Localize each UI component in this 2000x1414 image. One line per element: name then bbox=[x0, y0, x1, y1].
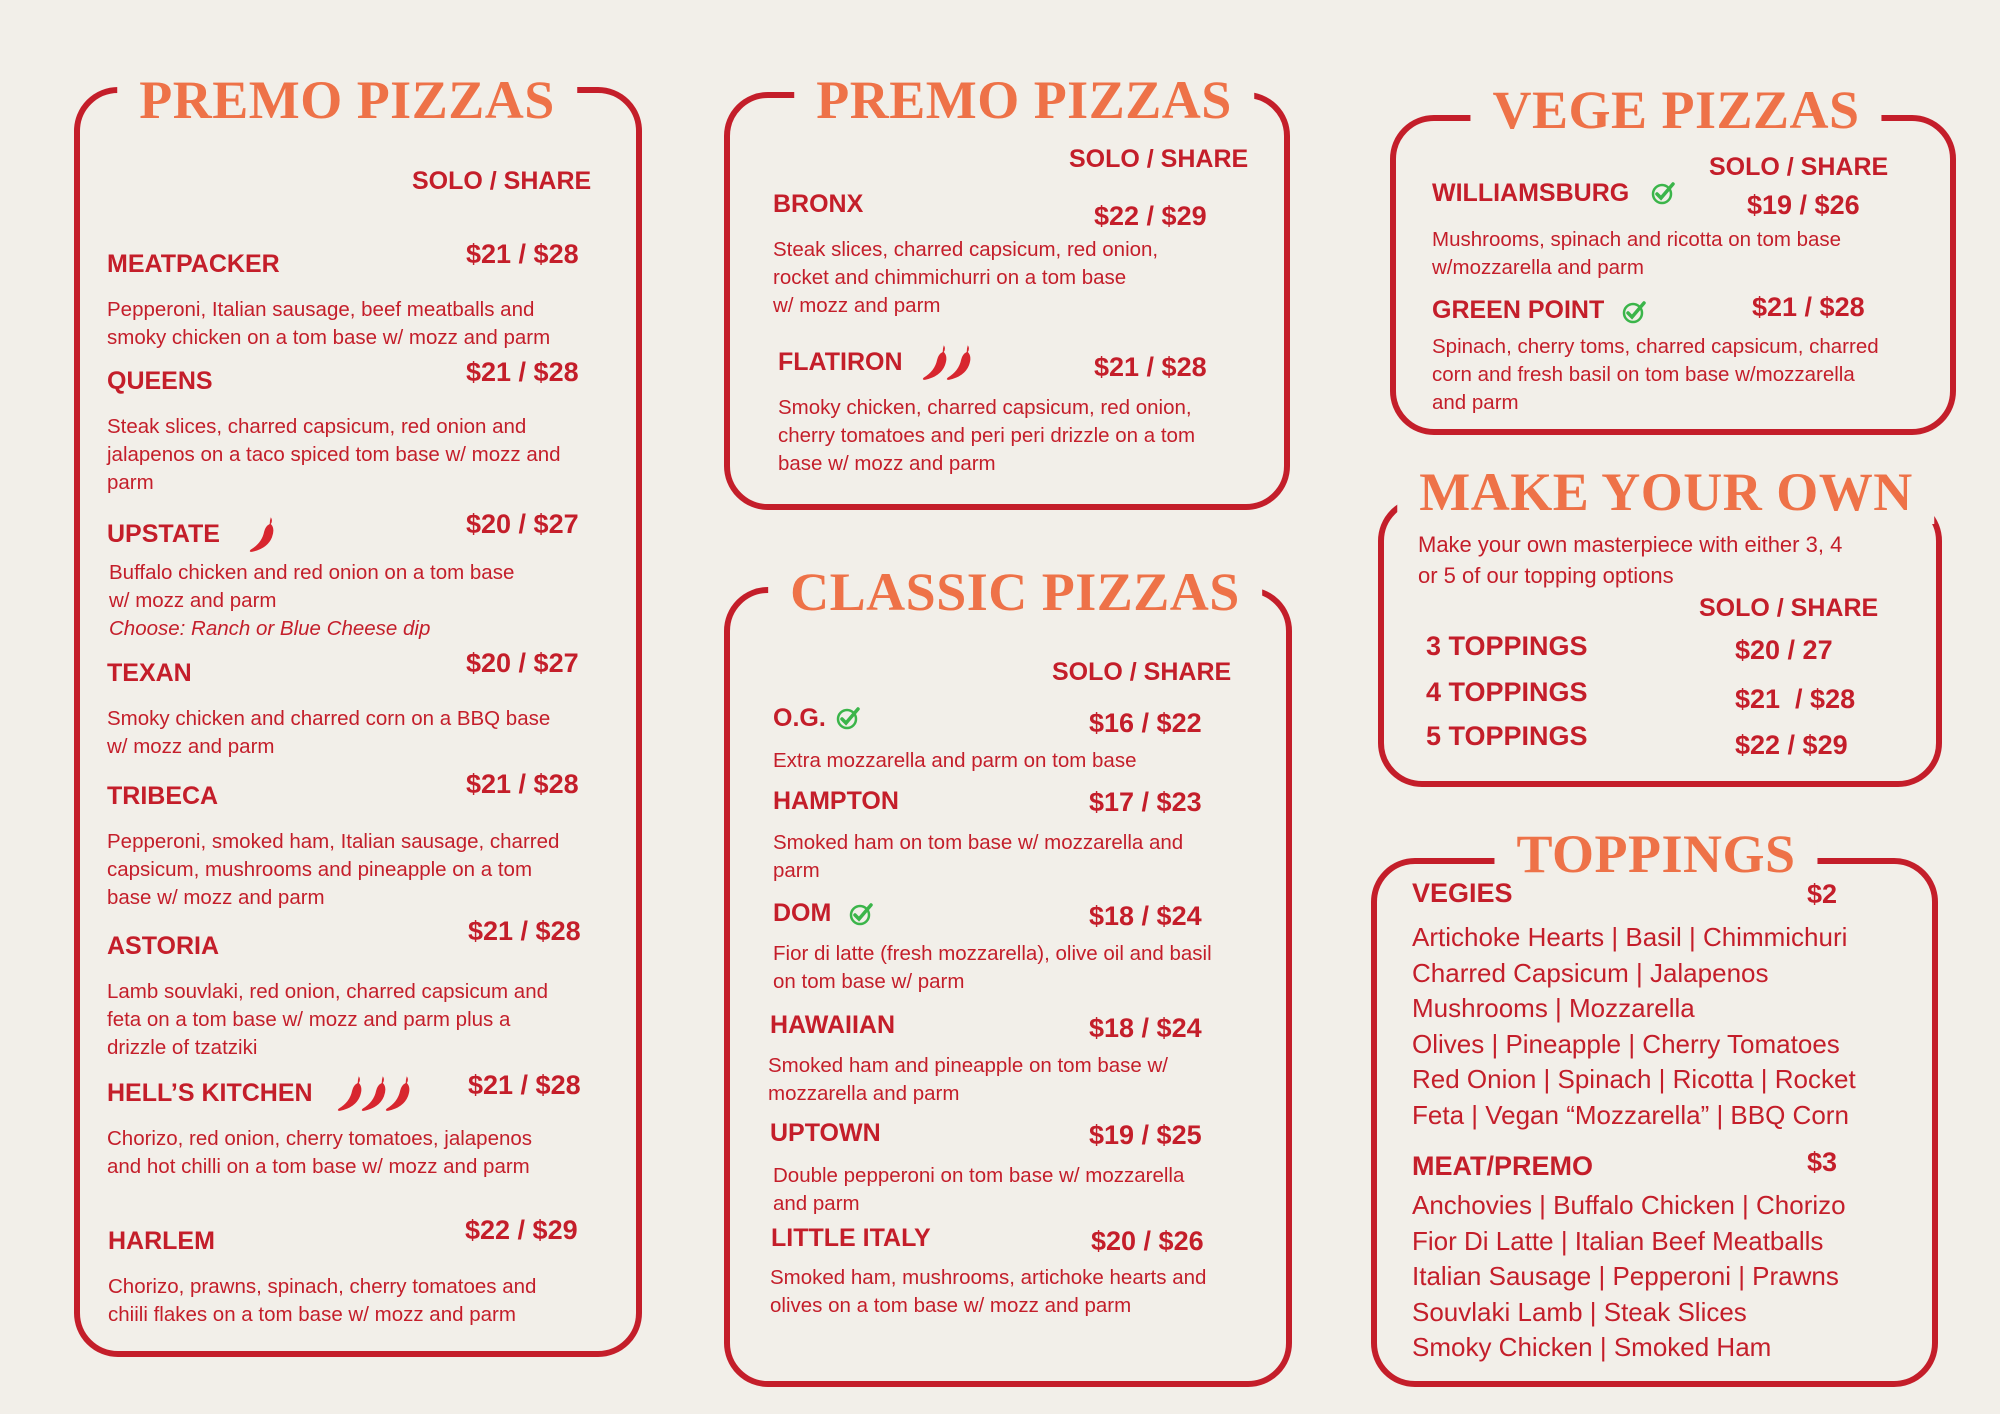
item-name: ASTORIA bbox=[107, 932, 220, 960]
item-description: Pepperoni, smoked ham, Italian sausage, … bbox=[107, 830, 560, 909]
item-name: HAMPTON bbox=[773, 787, 899, 815]
item-description: Double pepperoni on tom base w/ mozzarel… bbox=[773, 1164, 1185, 1215]
option-price: $20 / 27 bbox=[1735, 635, 1833, 665]
section-title: VEGE PIZZAS bbox=[1470, 78, 1882, 142]
item-name: HELL’S KITCHEN bbox=[107, 1079, 313, 1107]
item-name: MEATPACKER bbox=[107, 250, 280, 278]
item-description: Chorizo, prawns, spinach, cherry tomatoe… bbox=[108, 1275, 537, 1326]
item-price: $22 / $29 bbox=[465, 1215, 578, 1245]
item-name: O.G. bbox=[773, 704, 826, 732]
item-name: TRIBECA bbox=[107, 782, 219, 810]
option-price: $21 / $28 bbox=[1735, 684, 1856, 714]
chili-icon bbox=[945, 343, 975, 381]
item-price: $22 / $29 bbox=[1094, 201, 1207, 231]
meat-list: Anchovies | Buffalo Chicken | Chorizo Fi… bbox=[1412, 1190, 1846, 1362]
vegetarian-check-icon bbox=[1621, 299, 1647, 325]
chili-icon bbox=[248, 515, 278, 553]
item-description: Pepperoni, Italian sausage, beef meatbal… bbox=[107, 298, 551, 349]
item-name: GREEN POINT bbox=[1432, 296, 1605, 324]
item-description: Mushrooms, spinach and ricotta on tom ba… bbox=[1432, 228, 1842, 279]
section-title: PREMO PIZZAS bbox=[117, 68, 577, 132]
item-name: LITTLE ITALY bbox=[771, 1224, 931, 1252]
solo-share-header: SOLO / SHARE bbox=[1069, 145, 1249, 173]
item-name: FLATIRON bbox=[778, 348, 903, 376]
section-title: MAKE YOUR OWN bbox=[1397, 460, 1935, 524]
item-price: $19 / $26 bbox=[1747, 190, 1860, 220]
meat-label: MEAT/PREMO bbox=[1412, 1151, 1593, 1181]
vegies-price: $2 bbox=[1807, 879, 1838, 909]
solo-share-header: SOLO / SHARE bbox=[1709, 153, 1889, 181]
item-name: UPSTATE bbox=[107, 520, 220, 548]
item-note: Choose: Ranch or Blue Cheese dip bbox=[109, 617, 431, 640]
item-price: $21 / $28 bbox=[466, 357, 579, 387]
item-description: Buffalo chicken and red onion on a tom b… bbox=[109, 561, 515, 612]
item-description: Chorizo, red onion, cherry tomatoes, jal… bbox=[107, 1127, 533, 1178]
meat-price: $3 bbox=[1807, 1147, 1838, 1177]
solo-share-header: SOLO / SHARE bbox=[1699, 594, 1879, 622]
item-price: $18 / $24 bbox=[1089, 901, 1202, 931]
vegetarian-check-icon bbox=[1650, 180, 1676, 206]
option-name: 5 TOPPINGS bbox=[1426, 721, 1588, 751]
make-own-description: Make your own masterpiece with either 3,… bbox=[1418, 532, 1843, 588]
item-name: QUEENS bbox=[107, 367, 213, 395]
item-description: Smoked ham on tom base w/ mozzarella and… bbox=[773, 831, 1184, 882]
item-description: Smoky chicken and charred corn on a BBQ … bbox=[107, 707, 551, 758]
item-name: HARLEM bbox=[108, 1227, 215, 1255]
item-price: $21 / $28 bbox=[468, 1070, 581, 1100]
item-price: $21 / $28 bbox=[468, 916, 581, 946]
item-description: Steak slices, charred capsicum, red onio… bbox=[773, 238, 1159, 317]
item-name: HAWAIIAN bbox=[770, 1011, 895, 1039]
item-price: $18 / $24 bbox=[1089, 1013, 1202, 1043]
item-price: $20 / $26 bbox=[1091, 1226, 1204, 1256]
item-name: BRONX bbox=[773, 190, 864, 218]
item-description: Smoked ham, mushrooms, artichoke hearts … bbox=[770, 1266, 1207, 1317]
item-price: $20 / $27 bbox=[466, 509, 579, 539]
item-description: Smoky chicken, charred capsicum, red oni… bbox=[778, 396, 1196, 475]
item-description: Smoked ham and pineapple on tom base w/ … bbox=[768, 1054, 1169, 1105]
chili-icon bbox=[384, 1074, 414, 1112]
item-price: $16 / $22 bbox=[1089, 708, 1202, 738]
item-name: DOM bbox=[773, 899, 832, 927]
option-price: $22 / $29 bbox=[1735, 730, 1848, 760]
vegetarian-check-icon bbox=[835, 705, 861, 731]
item-price: $21 / $28 bbox=[466, 769, 579, 799]
vegetarian-check-icon bbox=[848, 901, 874, 927]
section-title: TOPPINGS bbox=[1494, 822, 1818, 886]
vegies-label: VEGIES bbox=[1412, 878, 1513, 908]
item-price: $21 / $28 bbox=[1094, 352, 1207, 382]
item-description: Extra mozzarella and parm on tom base bbox=[773, 749, 1137, 772]
item-description: Lamb souvlaki, red onion, charred capsic… bbox=[107, 980, 548, 1059]
section-title: PREMO PIZZAS bbox=[794, 68, 1254, 132]
item-price: $17 / $23 bbox=[1089, 787, 1202, 817]
item-name: TEXAN bbox=[107, 659, 192, 687]
vegies-list: Artichoke Hearts | Basil | Chimmichuri C… bbox=[1412, 922, 1856, 1130]
option-name: 4 TOPPINGS bbox=[1426, 677, 1588, 707]
item-description: Spinach, cherry toms, charred capsicum, … bbox=[1432, 335, 1879, 414]
item-description: Fior di latte (fresh mozzarella), olive … bbox=[773, 942, 1212, 993]
solo-share-header: SOLO / SHARE bbox=[1052, 658, 1232, 686]
item-price: $19 / $25 bbox=[1089, 1120, 1202, 1150]
item-price: $21 / $28 bbox=[1752, 292, 1865, 322]
item-description: Steak slices, charred capsicum, red onio… bbox=[107, 415, 561, 494]
item-name: UPTOWN bbox=[770, 1119, 881, 1147]
item-price: $20 / $27 bbox=[466, 648, 579, 678]
option-name: 3 TOPPINGS bbox=[1426, 631, 1588, 661]
item-price: $21 / $28 bbox=[466, 239, 579, 269]
item-name: WILLIAMSBURG bbox=[1432, 179, 1630, 207]
solo-share-header: SOLO / SHARE bbox=[412, 167, 592, 195]
section-title: CLASSIC PIZZAS bbox=[768, 560, 1262, 624]
